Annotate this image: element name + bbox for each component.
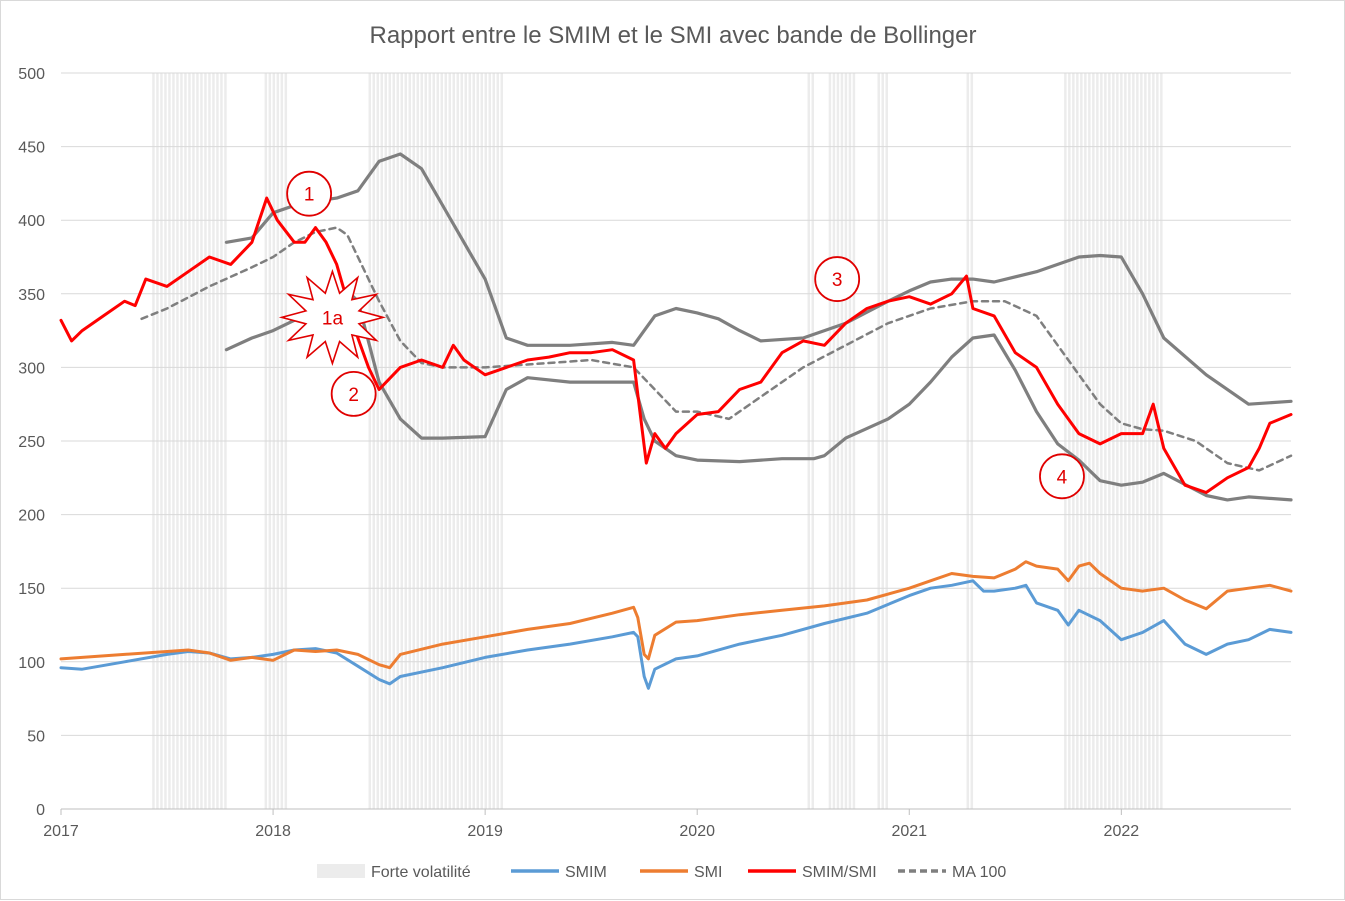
x-axis-ticks: 2017 2018 2019 2020 2021 2022 [43,809,1139,840]
annotation-4: 4 [1039,453,1085,500]
annotation-label: 4 [1057,467,1068,488]
legend-label: SMIM [565,864,607,881]
annotation-circle [330,370,377,417]
y-tick-label: 150 [18,581,45,598]
legend-item-smi: SMI [640,864,722,881]
y-tick-label: 400 [18,213,45,230]
annotation-label: 2 [348,385,359,406]
annotation-2: 2 [330,370,377,417]
x-tick-label: 2017 [43,823,79,840]
x-tick-label: 2022 [1104,823,1140,840]
x-tick-label: 2018 [255,823,291,840]
annotation-circle [814,256,861,302]
y-tick-label: 200 [18,508,45,525]
y-tick-label: 0 [36,802,45,819]
series-line-ratio [59,196,1293,494]
legend-label: SMIM/SMI [802,864,877,881]
legend-label: Forte volatilité [371,864,471,881]
y-axis-ticks: 0 50 100 150 200 250 300 350 400 450 500 [18,66,45,819]
legend-label: SMI [694,864,722,881]
series-lines [59,152,1293,690]
legend-item-ma: MA 100 [898,864,1006,881]
series-line-ma [140,226,1293,472]
y-tick-label: 300 [18,360,45,377]
y-tick-label: 500 [18,66,45,83]
y-tick-label: 100 [18,655,45,672]
chart-title: Rapport entre le SMIM et le SMI avec ban… [370,22,977,49]
series-line-smi [59,560,1293,670]
y-tick-label: 450 [18,140,45,157]
series-line-upper [224,152,1293,406]
annotation-1a: 1a [278,268,387,366]
y-tick-label: 350 [18,287,45,304]
annotation-1: 1 [286,170,333,217]
legend-swatch [317,864,365,878]
y-tick-label: 250 [18,434,45,451]
annotation-burst [278,268,387,366]
x-tick-label: 2021 [891,823,927,840]
x-tick-label: 2019 [467,823,503,840]
x-tick-label: 2020 [679,823,715,840]
legend-item-smim: SMIM [511,864,607,881]
annotation-circle [1039,453,1085,500]
annotation-label: 1a [322,308,344,329]
legend-label: MA 100 [952,864,1006,881]
annotation-label: 3 [832,270,843,291]
y-tick-label: 50 [27,728,45,745]
annotation-label: 1 [304,185,315,206]
series-line-lower [224,289,1293,502]
annotation-circle [286,170,333,217]
legend-item-volatility: Forte volatilité [317,864,471,881]
legend-item-ratio: SMIM/SMI [748,864,877,881]
legend: Forte volatilité SMIM SMI SMIM/SMI MA 100 [317,864,1006,881]
annotation-3: 3 [814,256,861,302]
annotations: 1 1a 2 3 4 [278,170,1085,500]
